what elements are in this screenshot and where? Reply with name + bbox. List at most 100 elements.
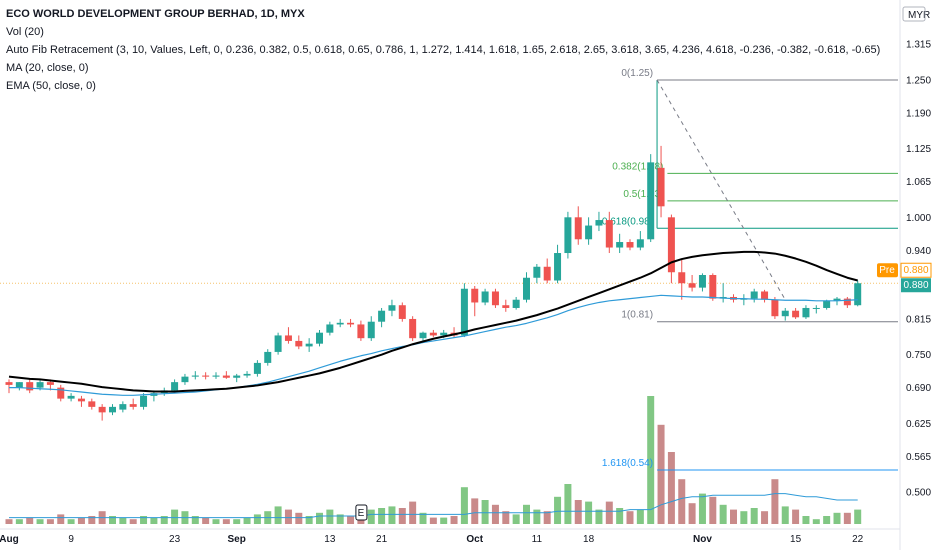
fib-retracement: 0(1.25) 0.382(1.08) 0.5(1.03) 0.618(0.98) 1(… (0, 68, 900, 471)
candle-body (191, 375, 199, 377)
volume-ma-line (9, 493, 858, 519)
candle-body (253, 362, 261, 374)
volume-bar (761, 511, 769, 524)
y-tick-label: 0.815 (906, 314, 931, 325)
volume-bar (574, 500, 582, 524)
volume-bar (440, 517, 448, 524)
time-axis[interactable]: Aug 9 23 Sep 13 21 Oct 11 18 Nov 15 22 (0, 528, 900, 545)
volume-bar (336, 514, 344, 524)
candle-body (502, 305, 510, 308)
x-tick-label: 21 (376, 534, 388, 545)
candle-body (595, 220, 603, 226)
volume-bar (160, 516, 168, 524)
candle-body (771, 299, 779, 317)
volume-bar (781, 506, 789, 524)
candle-body (543, 266, 551, 281)
candle-body (15, 382, 23, 388)
candle-body (378, 310, 386, 322)
candle-body (802, 307, 810, 318)
volume-bar (316, 512, 323, 524)
fib-trend-line (656, 79, 786, 300)
candle-body (295, 340, 303, 347)
candle-body (57, 387, 65, 399)
candle-body (440, 332, 448, 336)
symbol-title[interactable]: ECO WORLD DEVELOPMENT GROUP BERHAD, 1D, … (6, 8, 305, 20)
y-tick-label: 0.750 (906, 350, 931, 361)
pre-tag-label: Pre (879, 265, 895, 276)
volume-bar (585, 501, 593, 524)
pre-price-label: 0.880 (903, 265, 928, 276)
candle-body (678, 272, 686, 284)
volume-bar (750, 508, 758, 524)
legend-ema[interactable]: EMA (50, close, 0) (6, 80, 96, 92)
candle-body (667, 217, 675, 273)
candle-body (605, 220, 613, 248)
y-tick-label: 0.690 (906, 383, 931, 394)
ma20-line (9, 294, 858, 396)
currency-box (902, 6, 926, 22)
volume-bar (740, 511, 748, 524)
volume-bar (202, 517, 210, 524)
candle-body (336, 322, 344, 325)
x-tick-label: Aug (0, 534, 19, 545)
moving-averages (8, 250, 858, 396)
volume-bar (543, 511, 551, 524)
fib-level-label: 1(0.81) (621, 310, 653, 321)
candle-body (119, 404, 127, 410)
volume-bar (140, 516, 148, 524)
x-tick-label: Nov (693, 534, 712, 545)
candle-body (709, 275, 717, 299)
fib-level-label: 1.618(0.54) (602, 458, 653, 469)
candle-body (647, 162, 655, 240)
legend-volume[interactable]: Vol (20) (6, 26, 44, 38)
volume-bar (295, 512, 303, 524)
volume-bar (626, 511, 634, 524)
volume-bar (833, 512, 841, 524)
candle-body (171, 382, 179, 391)
legend-ma[interactable]: MA (20, close, 0) (6, 62, 89, 74)
volume-bar (26, 517, 34, 524)
candle-body (140, 395, 148, 407)
candle-body (481, 291, 489, 303)
volume-bar (305, 516, 313, 524)
volume-bar (119, 517, 127, 524)
volume-bar (491, 504, 499, 524)
volume-bar (450, 516, 458, 524)
candle-body (419, 332, 427, 339)
y-tick-label: 0.625 (906, 419, 931, 430)
candle-body (823, 300, 831, 308)
volume-bars (5, 396, 862, 524)
candle-body (512, 299, 520, 308)
y-tick-label: 0.940 (906, 246, 931, 257)
candle-body (67, 395, 75, 399)
volume-bar (802, 516, 810, 524)
x-tick-label: 9 (68, 534, 74, 545)
candle-body (564, 217, 572, 254)
candle-body (212, 375, 220, 377)
volume-bar (564, 484, 572, 524)
candle-body (357, 324, 365, 339)
volume-bar (812, 519, 820, 524)
y-tick-label: 1.190 (906, 108, 931, 119)
last-price-box (901, 278, 931, 293)
candle-body (616, 242, 624, 248)
volume-bar (595, 509, 603, 524)
volume-bar (171, 509, 179, 524)
x-tick-label: 22 (852, 534, 864, 545)
candle-body (698, 275, 706, 288)
currency-label: MYR (908, 10, 930, 21)
ema50-line (8, 250, 858, 393)
legend-fib[interactable]: Auto Fib Retracement (3, 10, Values, Lef… (6, 44, 881, 56)
volume-bar (429, 517, 437, 524)
volume-bar (77, 517, 85, 524)
volume-bar (823, 516, 831, 524)
candle-body (316, 332, 323, 344)
candle-body (781, 310, 789, 317)
candle-body (367, 321, 375, 339)
candle-body (264, 351, 272, 363)
candle-body (181, 376, 189, 383)
candle-body (305, 343, 313, 347)
volume-bar (222, 519, 230, 524)
volume-bar (667, 452, 675, 524)
